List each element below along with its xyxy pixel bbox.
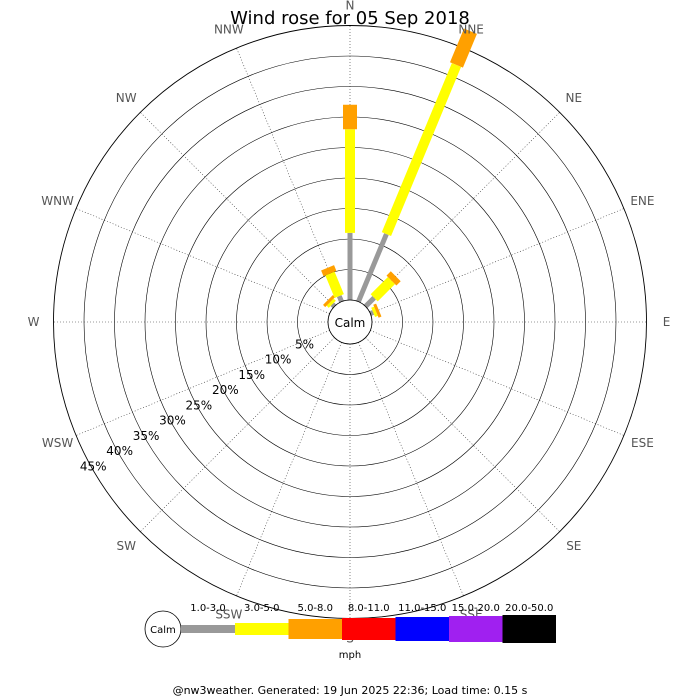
bar-nw-2 (323, 295, 336, 308)
direction-label-w: W (28, 315, 40, 329)
bar-ene-1 (371, 306, 378, 318)
bar-nne-1 (381, 63, 462, 236)
bar-ene-2 (373, 303, 382, 318)
bar-nnw-2 (321, 265, 337, 277)
percent-label-20: 20% (212, 383, 239, 397)
legend-swatch-1 (235, 623, 289, 635)
spoke-ese (370, 330, 625, 436)
calm-circle (327, 299, 373, 345)
bar-nne-0 (356, 233, 389, 303)
spoke-ssw (236, 342, 342, 597)
legend-swatch-4 (395, 617, 449, 641)
bar-ne-2 (386, 271, 401, 286)
direction-label-wsw: WSW (42, 436, 73, 450)
legend-unit: mph (339, 650, 361, 661)
spoke-nw (140, 112, 335, 307)
calm-label: Calm (335, 316, 366, 330)
percent-label-35: 35% (133, 429, 160, 443)
direction-label-ne: NE (566, 91, 583, 105)
direction-label-e: E (663, 315, 671, 329)
spoke-wnw (75, 208, 330, 314)
legend-label-1: 3.0-5.0 (244, 603, 279, 614)
percent-label-40: 40% (106, 444, 133, 458)
direction-label-nne: NNE (458, 23, 484, 37)
bar-nnw-1 (325, 271, 344, 298)
legend-label-3: 8.0-11.0 (348, 603, 390, 614)
bar-ene-0 (369, 310, 375, 316)
spoke-sw (140, 337, 335, 532)
legend-label-0: 1.0-3.0 (190, 603, 225, 614)
percent-label-10: 10% (265, 353, 292, 367)
direction-label-sw: SW (116, 539, 136, 553)
spoke-nnw (236, 47, 342, 302)
direction-labels: NNNENEENEEESESESSESSSWSWWSWWWNWNWNNW (28, 0, 671, 646)
direction-label-ene: ENE (630, 194, 654, 208)
bar-ne-0 (363, 296, 376, 309)
direction-label-nw: NW (116, 91, 137, 105)
wind-bars (321, 28, 477, 318)
chart-title: Wind rose for 05 Sep 2018 (230, 8, 470, 29)
spoke-se (365, 337, 560, 532)
spoke-ne (365, 112, 560, 307)
direction-label-n: N (346, 0, 355, 13)
percent-label-45: 45% (80, 459, 107, 473)
legend-calm-label: Calm (150, 625, 176, 636)
calm-center: Calm (327, 299, 373, 345)
legend-swatch-2 (288, 619, 342, 639)
legend-label-5: 15.0-20.0 (452, 603, 500, 614)
legend-swatch-3 (342, 618, 396, 640)
direction-label-ese: ESE (631, 436, 654, 450)
legend-label-4: 11.0-15.0 (398, 603, 446, 614)
bar-nnw-0 (336, 295, 344, 303)
percent-label-30: 30% (159, 414, 186, 428)
percent-label-5: 5% (295, 337, 314, 351)
bar-ne-1 (370, 277, 395, 302)
bar-nne-2 (449, 28, 477, 68)
bar-nw-1 (326, 298, 336, 308)
spoke-ene (370, 208, 625, 314)
percent-labels: 5%10%15%20%25%30%35%40%45% (80, 337, 314, 473)
footer: @nw3weather. Generated: 19 Jun 2025 22:3… (173, 684, 528, 697)
percent-label-15: 15% (238, 368, 265, 382)
speed-legend: Calm mph 1.0-3.0 3.0-5.0 5.0-8.0 8.0-11.0 11… (144, 603, 556, 661)
legend-swatch-6 (502, 615, 556, 643)
direction-label-nnw: NNW (214, 23, 244, 37)
legend-label-6: 20.0-50.0 (505, 603, 553, 614)
spoke-wsw (75, 330, 330, 436)
bar-nw-0 (330, 302, 337, 309)
direction-label-se: SE (566, 539, 581, 553)
legend-label-2: 5.0-8.0 (298, 603, 333, 614)
direction-label-ssw: SSW (215, 607, 242, 621)
percent-label-25: 25% (186, 398, 213, 412)
legend-swatch-5 (449, 616, 503, 642)
spoke-sse (358, 342, 464, 597)
direction-label-wnw: WNW (41, 194, 74, 208)
